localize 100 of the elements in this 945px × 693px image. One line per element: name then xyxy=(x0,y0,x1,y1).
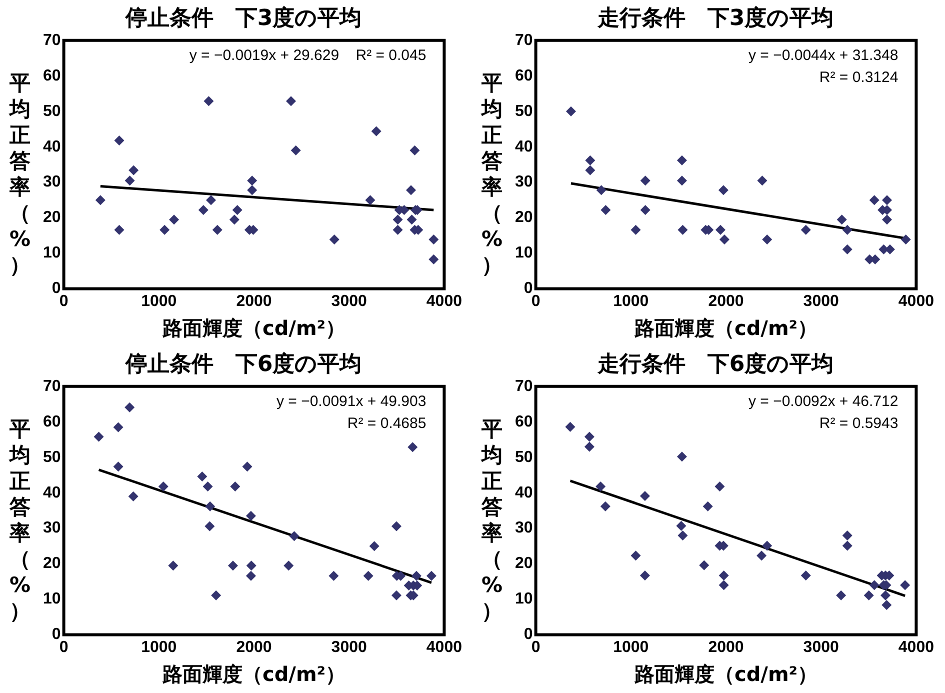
point xyxy=(900,580,910,590)
annotation: R² = 0.5943 xyxy=(819,415,898,432)
point xyxy=(113,462,124,472)
annotation: y = −0.0019x + 29.629 R² = 0.045 xyxy=(189,47,426,64)
point xyxy=(630,224,641,235)
point xyxy=(565,422,576,432)
y-tick-label: 60 xyxy=(515,67,533,84)
point xyxy=(900,234,911,244)
point xyxy=(392,224,403,235)
point xyxy=(836,590,846,600)
point xyxy=(880,590,890,600)
x-tick-label: 1000 xyxy=(613,292,649,310)
x-tick-label: 3000 xyxy=(803,638,839,656)
y-tick-label: 40 xyxy=(43,484,61,502)
y-tick-label: 20 xyxy=(43,555,61,572)
y-tick-label: 30 xyxy=(43,520,61,537)
y-tick-label: 50 xyxy=(515,102,533,120)
annotation: y = −0.0044x + 31.348 xyxy=(748,47,898,64)
point xyxy=(678,224,688,235)
point xyxy=(842,244,852,254)
point xyxy=(95,195,106,206)
y-tick-label: 30 xyxy=(515,174,533,191)
point xyxy=(204,521,215,532)
point xyxy=(169,214,180,225)
x-tick-label: 4000 xyxy=(426,638,462,656)
point xyxy=(882,214,892,225)
point xyxy=(406,214,417,225)
point xyxy=(247,176,258,186)
point xyxy=(289,531,300,542)
y-tick-label: 20 xyxy=(43,209,61,226)
y-axis-title: 平均正答率（%） xyxy=(480,70,504,278)
point xyxy=(229,214,240,225)
point xyxy=(391,590,402,600)
point xyxy=(328,570,339,581)
x-tick-label: 4000 xyxy=(898,638,934,656)
point xyxy=(715,224,726,235)
y-tick-label: 30 xyxy=(43,174,61,191)
annotation: R² = 0.4685 xyxy=(347,415,426,432)
point xyxy=(197,472,208,482)
point xyxy=(198,205,208,216)
x-tick-label: 2000 xyxy=(708,292,744,310)
y-tick-label: 10 xyxy=(515,244,533,262)
point xyxy=(757,176,768,186)
point xyxy=(369,541,380,552)
x-axis-title: 路面輝度（cd/m²） xyxy=(161,316,346,340)
x-tick-label: 1000 xyxy=(141,638,177,656)
y-tick-label: 10 xyxy=(43,590,61,608)
y-tick-label: 70 xyxy=(43,378,61,395)
point xyxy=(410,145,420,156)
point xyxy=(168,560,178,571)
y-tick-label: 20 xyxy=(515,209,533,226)
point xyxy=(585,165,596,176)
y-tick-label: 10 xyxy=(43,244,61,262)
point xyxy=(286,96,296,106)
x-tick-label: 4000 xyxy=(426,292,462,310)
point xyxy=(584,442,594,452)
point xyxy=(204,96,214,106)
point xyxy=(566,106,576,116)
point xyxy=(836,214,847,225)
point xyxy=(842,540,852,551)
point xyxy=(869,580,880,590)
y-tick-label: 60 xyxy=(43,67,61,84)
y-tick-label: 0 xyxy=(52,626,61,644)
point xyxy=(676,452,687,462)
y-tick-label: 70 xyxy=(515,378,533,395)
y-tick-label: 10 xyxy=(515,590,533,608)
x-tick-label: 3000 xyxy=(331,292,367,310)
point xyxy=(124,402,135,412)
point xyxy=(699,560,710,570)
y-tick-label: 0 xyxy=(52,280,61,298)
point xyxy=(365,195,376,206)
y-axis-title: 平均正答率（%） xyxy=(8,416,32,624)
point xyxy=(718,580,729,590)
point xyxy=(206,195,216,206)
x-tick-label: 4000 xyxy=(898,292,934,310)
x-tick-label: 1000 xyxy=(613,638,649,656)
point xyxy=(230,481,240,492)
point xyxy=(702,501,713,512)
point xyxy=(762,540,772,551)
point xyxy=(406,185,416,196)
y-tick-label: 50 xyxy=(43,448,61,466)
point xyxy=(114,224,124,235)
point xyxy=(428,234,439,244)
point xyxy=(756,550,767,561)
point xyxy=(290,145,301,156)
point xyxy=(600,501,610,512)
point xyxy=(800,570,811,581)
annotation: R² = 0.3124 xyxy=(819,69,898,86)
y-tick-label: 20 xyxy=(515,555,533,572)
x-tick-label: 2000 xyxy=(236,292,272,310)
point xyxy=(246,560,256,571)
point xyxy=(864,590,874,600)
x-tick-label: 2000 xyxy=(236,638,272,656)
point xyxy=(714,481,725,492)
y-axis-title: 平均正答率（%） xyxy=(480,416,504,624)
x-axis-title: 路面輝度（cd/m²） xyxy=(161,662,346,686)
point xyxy=(202,481,213,492)
chart-title: 走行条件 下6度の平均 xyxy=(596,350,834,377)
y-tick-label: 40 xyxy=(515,484,533,502)
point xyxy=(114,135,124,146)
